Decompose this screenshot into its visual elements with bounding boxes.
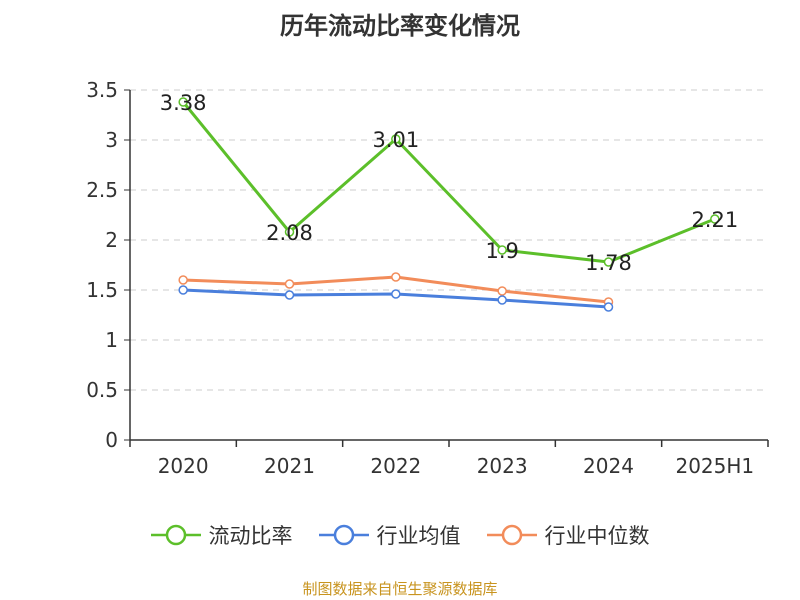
data-label: 2.21 [691,208,738,232]
legend: 流动比率 行业均值 行业中位数 [0,520,800,550]
legend-swatch-icon [318,524,369,546]
y-tick-label: 2.5 [86,178,118,202]
chart-title: 历年流动比率变化情况 [280,12,520,40]
data-label: 3.01 [372,128,419,152]
data-point [603,257,614,267]
legend-item[interactable]: 行业均值 [318,520,461,550]
data-point [391,272,401,282]
data-point [497,245,507,255]
data-label: 2.08 [266,221,313,245]
y-tick-label: 3 [105,128,118,152]
x-tick-label: 2021 [264,454,315,478]
legend-label: 行业均值 [376,524,461,548]
data-point [497,295,507,305]
legend-label: 流动比率 [208,524,293,548]
data-point [284,227,295,237]
axes: 0 0.5 1 1.5 2 2.5 3 3.5 2020 2021 2022 2023 2024 2025… [86,78,769,478]
x-tick-label: 2020 [158,454,209,478]
y-tick-label: 3.5 [86,78,118,102]
data-point [710,214,720,224]
legend-item[interactable]: 流动比率 [150,520,293,550]
y-tick-label: 0.5 [86,378,118,402]
data-point [284,290,295,300]
data-point [391,289,401,299]
data-point [178,97,188,107]
data-point [497,286,507,296]
grid-lines [130,89,768,391]
source-note: 制图数据来自恒生聚源数据库 [302,580,498,598]
y-tick-label: 1.5 [86,278,118,302]
legend-item[interactable]: 行业中位数 [486,520,650,550]
data-label: 3.38 [160,91,207,115]
legend-swatch-icon [150,524,201,546]
x-tick-label: 2022 [370,454,421,478]
y-tick-label: 1 [105,328,118,352]
x-tick-label: 2023 [477,454,528,478]
legend-swatch-icon [486,524,537,546]
x-tick-label: 2024 [583,454,634,478]
data-point [284,279,295,289]
series-line [182,101,716,264]
data-labels: 3.38 2.08 3.01 1.9 1.78 2.21 [160,91,738,275]
data-point [603,302,614,312]
y-tick-label: 2 [105,228,118,252]
data-point [178,285,188,295]
y-tick-label: 0 [105,428,118,452]
legend-label: 行业中位数 [544,524,650,548]
data-label: 1.78 [585,251,632,275]
data-point [178,275,188,285]
data-point [391,134,401,144]
series-lines [178,97,720,312]
x-tick-label: 2025H1 [675,454,754,478]
data-label: 1.9 [485,239,518,263]
